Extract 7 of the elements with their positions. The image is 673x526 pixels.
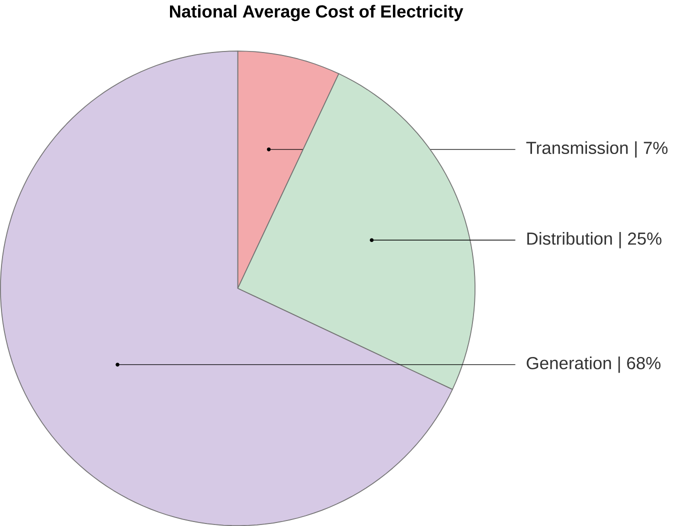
slice-label: Distribution — [527, 232, 612, 245]
slice-label: Transmission — [526, 141, 628, 154]
data-label: | 25% — [619, 232, 662, 248]
data-label: | 7% — [635, 141, 668, 158]
slice-label: Generation — [526, 356, 611, 370]
chart-title: National Average Cost of Electricity — [170, 4, 464, 22]
data-label: | 68% — [618, 356, 660, 373]
